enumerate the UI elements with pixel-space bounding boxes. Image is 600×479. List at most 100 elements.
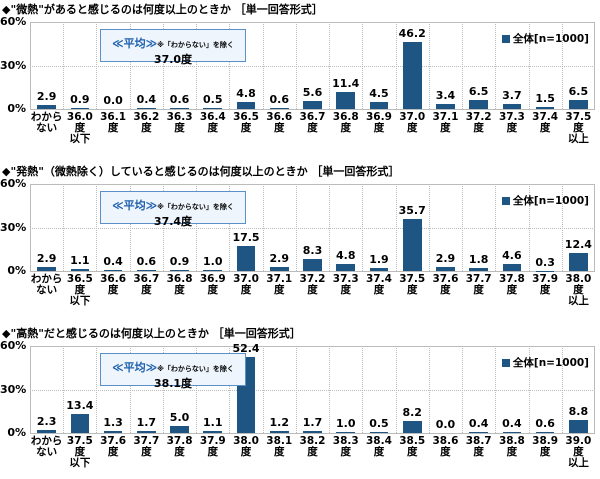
value-label: 1.8 (468, 253, 489, 267)
bar (569, 420, 588, 433)
grid-line (30, 389, 595, 391)
value-label: 3.4 (435, 89, 456, 103)
legend: 全体[n=1000] (501, 355, 589, 370)
x-tick-label: 37.1 度 (432, 111, 459, 134)
bar (402, 42, 422, 109)
bar (70, 413, 90, 433)
x-tick-label: 37.1 度 (266, 273, 293, 296)
bar (303, 100, 322, 109)
value-label: 1.5 (535, 91, 555, 105)
value-label: 5.6 (302, 85, 323, 99)
bar (70, 269, 90, 271)
value-label: 0.6 (269, 93, 290, 107)
x-tick-label: 37.8 度 (498, 273, 525, 296)
value-label: 1.9 (369, 253, 389, 267)
value-label: 12.4 (564, 238, 592, 252)
x-tick-label: 36.9 度 (366, 111, 392, 134)
legend-swatch (501, 358, 510, 367)
value-label: 1.7 (302, 415, 323, 429)
value-label: 0.4 (103, 255, 123, 269)
bar (103, 270, 123, 271)
x-tick-label: 36.8 度 (332, 111, 359, 134)
average-value: 37.0度 (153, 53, 193, 66)
bar (369, 432, 389, 433)
x-tick-label: わから ない (30, 435, 63, 458)
value-label: 1.3 (103, 416, 123, 430)
chart-title: ◆"発熱"（微熱除く）していると感じるのは何度以上のときか ［単一回答形式］ (2, 165, 400, 178)
value-label: 3.7 (502, 88, 522, 102)
value-label: 0.6 (169, 93, 190, 107)
x-tick-label: 37.9 度 (532, 273, 559, 296)
value-label: 35.7 (398, 204, 426, 218)
bar (336, 264, 356, 271)
x-tick-label: 36.7 度 (133, 273, 160, 296)
bar (236, 245, 256, 271)
value-label: 1.0 (203, 254, 223, 268)
bar (369, 268, 389, 271)
legend-label: 全体[n=1000] (512, 33, 589, 45)
average-title: ≪平均≫ (112, 37, 158, 50)
average-box: ≪平均≫※「わからない」を除く 37.0度 (100, 29, 246, 66)
bar (37, 429, 56, 433)
x-tick-label: 36.6 度 (100, 273, 127, 296)
bar (37, 104, 56, 109)
y-tick-label: 0% (7, 426, 26, 439)
grid-line (30, 271, 595, 272)
average-note: ※「わからない」を除く (157, 41, 234, 49)
value-label: 4.6 (502, 249, 522, 263)
bar (170, 269, 189, 271)
bar (402, 421, 422, 433)
x-tick-label: 37.7 度 (133, 435, 160, 458)
x-tick-label: わから ない (30, 273, 63, 296)
value-label: 0.4 (136, 93, 157, 107)
value-label: 11.4 (332, 77, 360, 91)
bar (137, 108, 156, 109)
bar (436, 104, 455, 109)
average-value: 38.1度 (153, 377, 193, 390)
bar (170, 108, 189, 109)
average-box: ≪平均≫※「わからない」を除く 38.1度 (100, 353, 246, 390)
x-tick-label: 37.0 度 (399, 111, 426, 134)
bar (502, 103, 522, 109)
value-label: 0.0 (103, 94, 123, 107)
legend: 全体[n=1000] (501, 31, 589, 46)
bar (236, 102, 256, 109)
x-tick-label: 36.5 度 (233, 111, 259, 134)
x-tick-label: 38.0 度 (233, 435, 259, 458)
bar (336, 431, 356, 433)
value-label: 0.4 (468, 417, 489, 431)
legend: 全体[n=1000] (501, 193, 589, 208)
bar (535, 106, 555, 109)
bar (569, 253, 588, 271)
value-label: 1.1 (203, 416, 223, 430)
x-tick-label: 37.9 度 (199, 435, 226, 458)
x-tick-label: 36.9 度 (199, 273, 226, 296)
x-tick-label: 38.3 度 (332, 435, 359, 458)
x-tick-label: 37.4 度 (366, 273, 392, 296)
chart-title: ◆"微熱"があると感じるのは何度以上のときか ［単一回答形式］ (2, 3, 323, 16)
value-label: 6.5 (468, 84, 489, 98)
y-tick-label: 30% (0, 58, 27, 72)
bar (436, 266, 455, 271)
value-label: 1.2 (269, 416, 290, 430)
value-label: 0.5 (203, 93, 223, 107)
x-tick-label: 36.4 度 (199, 111, 226, 134)
x-tick-label: 37.7 度 (465, 273, 492, 296)
bar (502, 264, 522, 271)
bar (469, 99, 488, 109)
x-tick-label: 37.5 度 (399, 273, 426, 296)
value-label: 2.3 (36, 414, 57, 428)
bar (469, 268, 488, 271)
bar (269, 431, 289, 433)
value-label: 4.8 (236, 87, 256, 101)
value-label: 13.4 (66, 398, 94, 412)
x-tick-label: 36.0 度 以下 (66, 111, 93, 145)
x-tick-label: 37.6 度 (100, 435, 127, 458)
average-title: ≪平均≫ (112, 199, 158, 212)
x-tick-label: 36.6 度 (266, 111, 293, 134)
average-note: ※「わからない」を除く (157, 365, 234, 373)
x-tick-label: 37.3 度 (332, 273, 359, 296)
bar (203, 108, 223, 109)
x-tick-label: 36.7 度 (299, 111, 326, 134)
